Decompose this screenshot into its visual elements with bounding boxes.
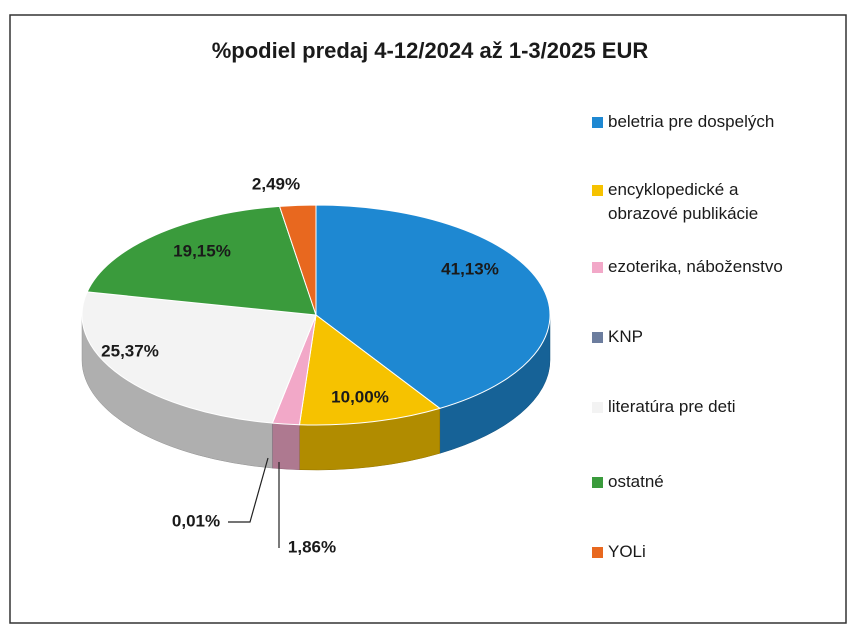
legend-swatch (592, 547, 603, 558)
legend-label: literatúra pre deti (608, 397, 736, 416)
legend-label: ostatné (608, 472, 664, 491)
slice-side (272, 422, 300, 470)
pie-slice (315, 204, 551, 409)
pie-sides (81, 314, 551, 471)
pie-slice (298, 314, 441, 426)
pie-slice (86, 205, 317, 316)
data-label: 25,37% (101, 341, 159, 360)
chart-border (9, 14, 847, 624)
legend-label: ezoterika, náboženstvo (608, 257, 783, 276)
legend-swatch (592, 477, 603, 488)
legend-swatch (592, 332, 603, 343)
legend-item: literatúra pre deti (592, 395, 736, 419)
legend-item: ostatné (592, 470, 664, 494)
legend-item: YOLi (592, 540, 646, 564)
leader-line (228, 457, 269, 523)
legend-item: KNP (592, 325, 643, 349)
data-label: 41,13% (441, 259, 499, 278)
data-label: 2,49% (252, 174, 300, 193)
legend-swatch (592, 262, 603, 273)
data-label: 10,00% (331, 387, 389, 406)
legend-item: beletria pre dospelých (592, 110, 774, 134)
legend-label: KNP (608, 327, 643, 346)
chart-title: %podiel predaj 4-12/2024 až 1-3/2025 EUR (212, 38, 649, 63)
legend-swatch (592, 185, 603, 196)
pie-tops (81, 204, 551, 426)
legend-label: YOLi (608, 542, 646, 561)
legend-item: ezoterika, náboženstvo (592, 255, 783, 279)
data-label: 0,01% (172, 511, 220, 530)
data-label: 19,15% (173, 241, 231, 260)
data-label: 1,86% (288, 537, 336, 556)
legend-swatch (592, 117, 603, 128)
pie-slice (278, 204, 317, 316)
legend-label: beletria pre dospelých (608, 112, 775, 131)
legend-label: encyklopedické a obrazové publikácie (608, 180, 759, 223)
pie-slice (81, 291, 317, 424)
data-labels: 41,13% 10,00% 1,86% 0,01% 25,37% 19,15% 2,49% (101, 174, 499, 556)
legend-swatch (592, 402, 603, 413)
legend-item: encyklopedické a obrazové publikácie (592, 178, 798, 226)
